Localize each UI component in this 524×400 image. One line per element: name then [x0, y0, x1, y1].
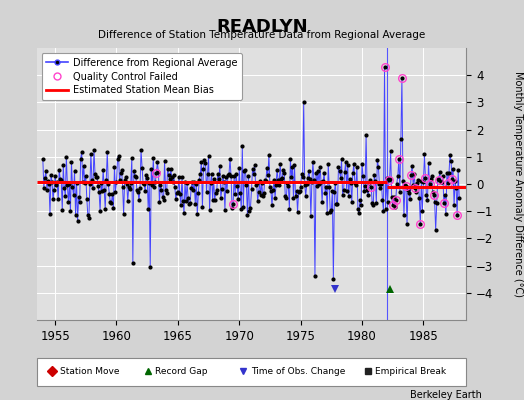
- Text: Difference of Station Temperature Data from Regional Average: Difference of Station Temperature Data f…: [99, 30, 425, 40]
- Text: Empirical Break: Empirical Break: [375, 367, 446, 376]
- Text: READLYN: READLYN: [216, 18, 308, 36]
- Legend: Difference from Regional Average, Quality Control Failed, Estimated Station Mean: Difference from Regional Average, Qualit…: [41, 53, 242, 100]
- FancyBboxPatch shape: [37, 358, 466, 386]
- Text: Berkeley Earth: Berkeley Earth: [410, 390, 482, 400]
- Text: Record Gap: Record Gap: [155, 367, 208, 376]
- Y-axis label: Monthly Temperature Anomaly Difference (°C): Monthly Temperature Anomaly Difference (…: [513, 71, 523, 297]
- Text: Station Move: Station Move: [60, 367, 120, 376]
- Text: Time of Obs. Change: Time of Obs. Change: [250, 367, 345, 376]
